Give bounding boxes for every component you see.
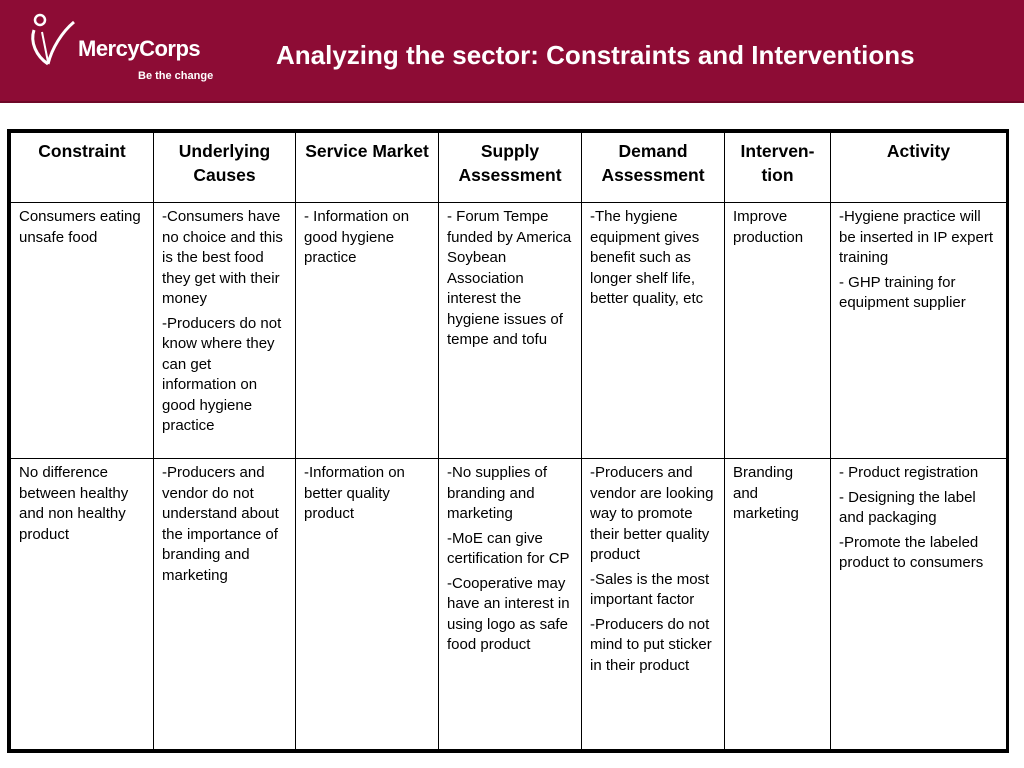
column-header-demand-assessment: Demand Assessment bbox=[581, 132, 725, 203]
table-cell: - Forum Tempe funded by America Soybean … bbox=[438, 202, 582, 459]
cell-text: -Producers do not mind to put sticker in… bbox=[590, 615, 712, 674]
table-cell: Improve production bbox=[724, 202, 831, 459]
table-cell: - Information on good hygiene practice bbox=[295, 202, 439, 459]
cell-text: Consumers eating unsafe food bbox=[19, 208, 141, 246]
table-cell: -Producers and vendor are looking way to… bbox=[581, 458, 725, 750]
cell-text: Branding and marketing bbox=[733, 464, 799, 522]
column-header-activity: Activity bbox=[830, 132, 1007, 203]
analysis-table-container: Constraint Underlying Causes Service Mar… bbox=[7, 129, 1009, 753]
column-header-underlying-causes: Underlying Causes bbox=[153, 132, 296, 203]
cell-text: -Information on better quality product bbox=[304, 464, 405, 522]
cell-text: - GHP training for equipment supplier bbox=[839, 273, 966, 312]
column-header-constraint: Constraint bbox=[10, 132, 154, 203]
table-cell: Consumers eating unsafe food bbox=[10, 202, 154, 459]
table-cell: - Product registration - Designing the l… bbox=[830, 458, 1007, 750]
header-banner: MercyCorps Be the change Analyzing the s… bbox=[0, 0, 1024, 103]
table-cell: -Information on better quality product bbox=[295, 458, 439, 750]
logo-name: MercyCorps bbox=[78, 36, 201, 61]
header-row: Constraint Underlying Causes Service Mar… bbox=[10, 132, 1007, 203]
page-title: Analyzing the sector: Constraints and In… bbox=[276, 40, 915, 70]
table-cell: -Consumers have no choice and this is th… bbox=[153, 202, 296, 459]
table-cell: -Producers and vendor do not understand … bbox=[153, 458, 296, 750]
column-header-intervention: Interven-tion bbox=[724, 132, 831, 203]
table-cell: -The hygiene equipment gives benefit suc… bbox=[581, 202, 725, 459]
cell-text: - Information on good hygiene practice bbox=[304, 208, 410, 266]
table-cell: Branding and marketing bbox=[724, 458, 831, 750]
table-row: No difference between healthy and non he… bbox=[10, 458, 1007, 750]
cell-text: -Hygiene practice will be inserted in IP… bbox=[839, 208, 993, 266]
cell-text: -Producers and vendor are looking way to… bbox=[590, 464, 714, 563]
analysis-table: Constraint Underlying Causes Service Mar… bbox=[10, 132, 1007, 750]
cell-text: -Producers and vendor do not understand … bbox=[162, 464, 279, 584]
cell-text: -Sales is the most important factor bbox=[590, 570, 710, 609]
column-header-service-market: Service Market bbox=[295, 132, 439, 203]
column-header-supply-assessment: Supply Assessment bbox=[438, 132, 582, 203]
cell-text: -Producers do not know where they can ge… bbox=[162, 314, 282, 435]
figure-logo-icon bbox=[31, 13, 75, 66]
logo-tagline: Be the change bbox=[138, 70, 214, 82]
cell-text: -No supplies of branding and marketing bbox=[447, 464, 548, 522]
cell-text: -Promote the labeled product to consumer… bbox=[839, 533, 984, 572]
table-row: Consumers eating unsafe food -Consumers … bbox=[10, 202, 1007, 459]
table-cell: -No supplies of branding and marketing -… bbox=[438, 458, 582, 750]
table-cell: No difference between healthy and non he… bbox=[10, 458, 154, 750]
cell-text: Improve production bbox=[733, 208, 804, 246]
mercycorps-logo: MercyCorps Be the change bbox=[28, 12, 228, 92]
cell-text: - Designing the label and packaging bbox=[839, 488, 976, 527]
cell-text: - Product registration bbox=[839, 464, 979, 481]
cell-text: -MoE can give certification for CP bbox=[447, 529, 570, 568]
cell-text: -Consumers have no choice and this is th… bbox=[162, 208, 283, 307]
table-cell: -Hygiene practice will be inserted in IP… bbox=[830, 202, 1007, 459]
cell-text: -Cooperative may have an interest in usi… bbox=[447, 574, 570, 654]
cell-text: No difference between healthy and non he… bbox=[19, 464, 129, 543]
cell-text: -The hygiene equipment gives benefit suc… bbox=[590, 208, 704, 307]
cell-text: - Forum Tempe funded by America Soybean … bbox=[447, 208, 572, 348]
